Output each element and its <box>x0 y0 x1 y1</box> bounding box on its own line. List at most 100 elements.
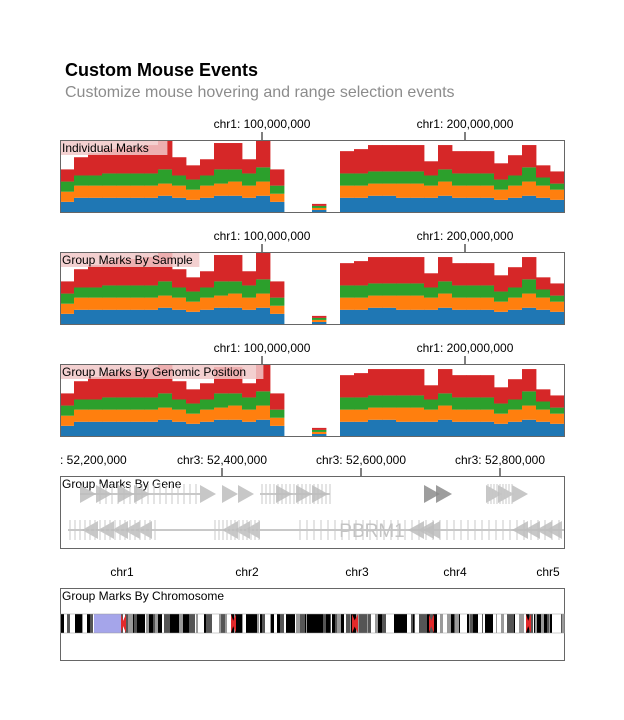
bar-segment <box>550 395 565 408</box>
bar-segment <box>480 397 495 410</box>
bar-segment <box>172 175 187 186</box>
bar-segment <box>410 421 425 436</box>
cytoband <box>300 614 301 633</box>
cytoband <box>397 614 400 633</box>
bar-segment <box>536 409 551 422</box>
bar-segment <box>550 183 565 190</box>
cytoband <box>478 614 482 633</box>
bar-segment <box>158 281 173 296</box>
bar-segment <box>452 285 467 298</box>
bar-segment <box>536 389 551 402</box>
cytoband <box>510 614 514 633</box>
bar-segment <box>368 183 383 196</box>
bar-segment <box>60 201 75 212</box>
cytoband <box>141 614 145 633</box>
bar-segment <box>214 393 229 408</box>
bar-segment <box>270 281 285 298</box>
bar-segment <box>424 273 439 288</box>
bar-segment <box>256 167 271 182</box>
cytoband <box>250 614 253 633</box>
bar-segment <box>102 373 117 398</box>
bar-segment <box>480 375 495 398</box>
cytoband <box>535 614 537 633</box>
bar-segment <box>536 401 551 410</box>
bar-segment <box>522 391 537 406</box>
bar-segment <box>172 197 187 212</box>
axis-tick-label: chr3: 52,400,000 <box>177 453 267 467</box>
axis-tick-label: chr1: 100,000,000 <box>214 341 311 355</box>
cytoband <box>185 614 189 633</box>
bar-segment <box>60 191 75 202</box>
bar-segment <box>270 417 285 426</box>
bar-segment <box>144 297 159 310</box>
cytoband <box>75 614 76 633</box>
bar-segment <box>368 395 383 408</box>
bar-segment <box>536 165 551 178</box>
bar-segment <box>522 369 537 392</box>
bar-segment <box>144 197 159 212</box>
bar-segment <box>312 315 327 318</box>
bar-segment <box>382 419 397 436</box>
bar-segment <box>494 403 509 414</box>
track-title: Group Marks By Gene <box>62 477 182 491</box>
bar-segment <box>382 307 397 324</box>
bar-segment <box>312 427 327 430</box>
cytoband <box>271 614 274 633</box>
bar-segment <box>270 201 285 212</box>
cytoband <box>306 614 307 633</box>
cytoband <box>159 614 162 633</box>
cytoband <box>534 614 535 633</box>
bar-segment <box>522 279 537 294</box>
bar-segment <box>494 275 509 292</box>
cytoband <box>515 614 519 633</box>
centromere <box>527 614 531 633</box>
gene-arrow <box>80 485 96 503</box>
bar-segment <box>312 205 327 208</box>
bar-segment <box>88 309 103 324</box>
bar-segment <box>60 293 75 304</box>
bar-segment <box>410 309 425 324</box>
page-title: Custom Mouse Events <box>65 60 259 80</box>
cytoband <box>277 614 280 633</box>
bar-segment <box>144 409 159 422</box>
cytoband <box>145 614 146 633</box>
gene-arrow <box>524 521 540 539</box>
bar-segment <box>396 183 411 198</box>
cytoband <box>459 614 460 633</box>
cytoband <box>134 614 137 633</box>
cytoband <box>552 614 553 633</box>
cytoband <box>204 614 206 633</box>
bar-segment <box>452 197 467 212</box>
cytoband <box>326 614 329 633</box>
bar-segment <box>102 197 117 212</box>
bar-segment <box>424 297 439 310</box>
gene-arrow <box>124 521 140 539</box>
bar-segment <box>242 173 257 186</box>
cytoband <box>413 614 414 633</box>
bar-segment <box>522 419 537 436</box>
cytoband <box>301 614 305 633</box>
gene-arrow <box>96 485 112 503</box>
bar-segment <box>116 309 131 324</box>
bar-segment <box>522 405 537 420</box>
cytoband <box>158 614 159 633</box>
bar-segment <box>438 419 453 436</box>
bar-segment <box>88 175 103 186</box>
bar-segment <box>382 145 397 172</box>
bar-segment <box>200 309 215 324</box>
bar-segment <box>270 193 285 202</box>
cytoband <box>335 614 337 633</box>
cytoband <box>547 614 549 633</box>
bar-segment <box>354 261 369 286</box>
bar-segment <box>186 413 201 424</box>
bar-segment <box>130 185 145 198</box>
cytoband <box>367 614 368 633</box>
cytoband <box>378 614 382 633</box>
bar-segment <box>228 281 243 294</box>
bar-segment <box>382 195 397 212</box>
bar-segment <box>508 421 523 436</box>
cytoband <box>411 614 412 633</box>
axis-tick-label: chr1: 100,000,000 <box>214 229 311 243</box>
bar-segment <box>172 287 187 298</box>
